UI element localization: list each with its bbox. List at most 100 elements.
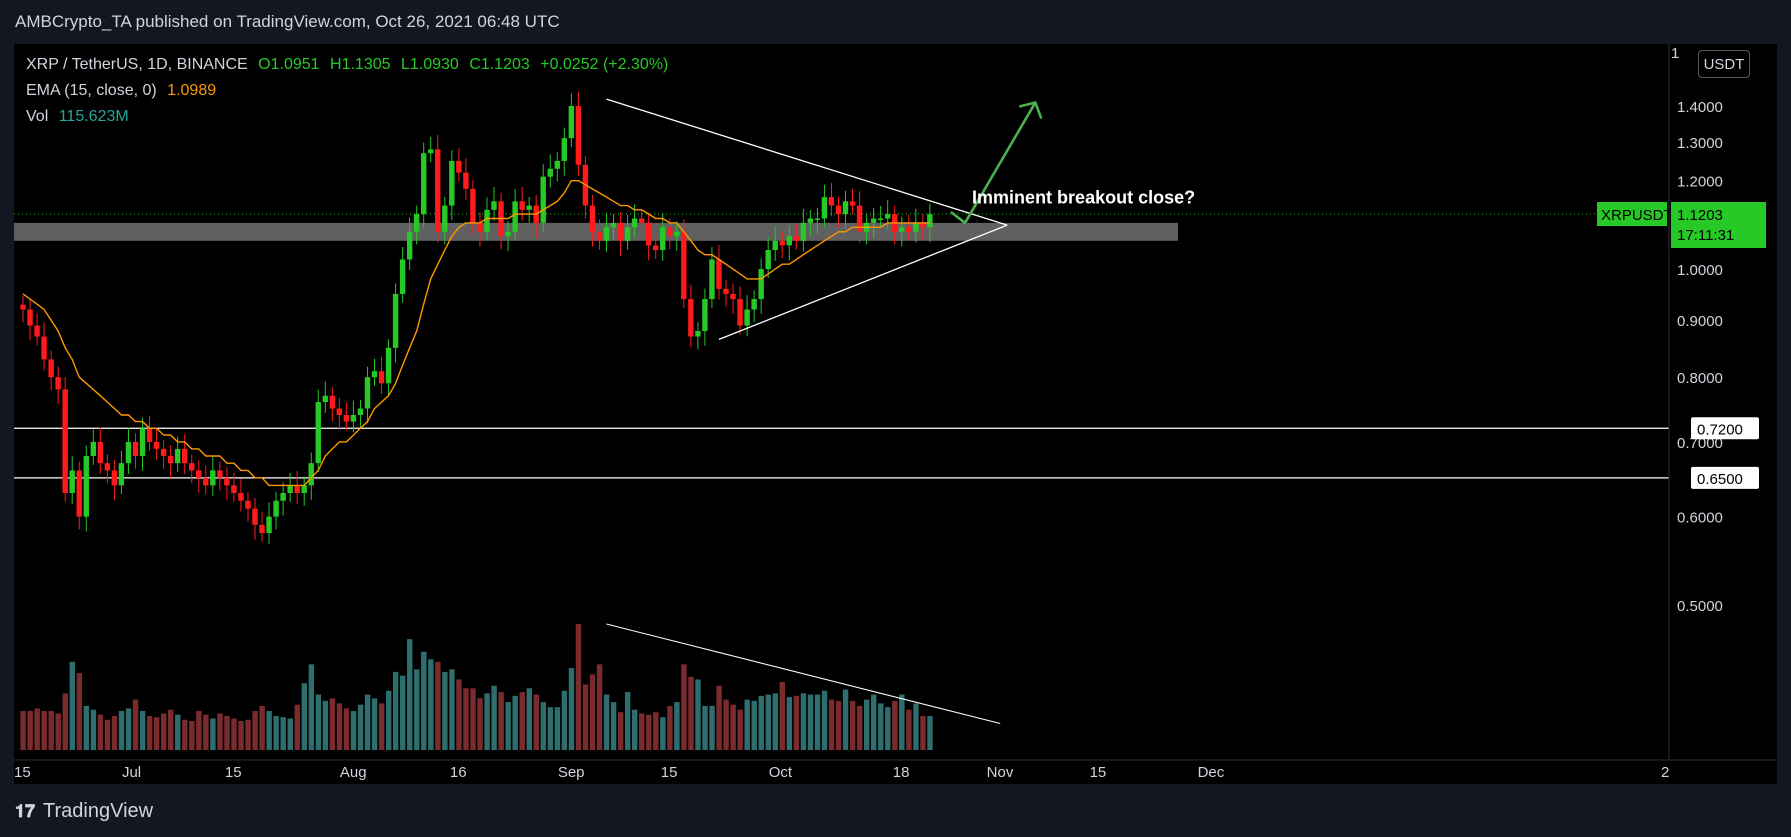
candle-body — [364, 377, 371, 409]
volume-bar — [554, 707, 561, 750]
candle-body — [681, 231, 687, 300]
candle-body — [695, 331, 701, 337]
volume-trendline[interactable] — [606, 623, 1001, 725]
volume-bar — [828, 699, 835, 750]
candle-body — [575, 106, 582, 165]
last-price-tag[interactable] — [1671, 202, 1766, 249]
candle-body — [336, 408, 343, 415]
symbol-tag-label: XRPUSDT — [1601, 207, 1673, 224]
volume-bar — [153, 717, 160, 750]
candle-body — [238, 492, 244, 501]
volume-bar — [231, 718, 237, 750]
ema-line[interactable] — [22, 180, 930, 487]
volume-bar — [196, 710, 202, 750]
candle-body — [41, 336, 47, 360]
breakout-arrow[interactable] — [950, 101, 1037, 225]
volume-bar — [48, 710, 54, 750]
currency-selector[interactable]: USDT — [1698, 50, 1750, 78]
annotation-text[interactable]: Imminent breakout close? — [972, 187, 1195, 207]
candle-body — [20, 304, 26, 310]
chart-frame[interactable]: Imminent breakout close? 0.5000 0.6000 0.70… — [14, 44, 1777, 784]
time-axis[interactable] — [14, 760, 1669, 784]
symbol-tag[interactable] — [1597, 202, 1667, 227]
candle-body — [371, 371, 378, 378]
volume-bar — [660, 717, 666, 750]
candle-body — [245, 500, 251, 509]
candle-body — [104, 463, 111, 471]
breakout-arrowhead[interactable] — [1019, 101, 1043, 120]
change-value: +0.0252 (+2.30%) — [540, 56, 669, 73]
candle-body — [737, 299, 743, 326]
triangle-trendline[interactable] — [718, 224, 1008, 340]
candle-body — [470, 188, 476, 223]
volume-bar — [582, 684, 589, 750]
candle-body — [730, 293, 736, 300]
x-tick-label-partial: 2 — [1661, 764, 1669, 781]
volume-bar — [456, 679, 462, 750]
volume-bar — [146, 715, 153, 750]
volume-bar — [596, 664, 603, 750]
candle-body — [83, 455, 89, 517]
volume-bar — [821, 690, 828, 750]
candle-body — [273, 500, 279, 517]
open-value: O1.0951 — [258, 56, 320, 73]
candle-body — [540, 176, 546, 223]
volume-bar — [856, 705, 863, 750]
candle-body — [617, 222, 624, 241]
volume-bar — [547, 707, 554, 750]
legend-volume-row[interactable]: Vol 115.623M — [26, 104, 674, 130]
level-price-tag[interactable] — [1691, 466, 1759, 489]
volume-bar — [913, 703, 919, 750]
volume-bar — [892, 700, 898, 750]
candle-body — [160, 448, 167, 456]
candle-body — [526, 205, 532, 210]
volume-bar — [315, 694, 322, 750]
candle-body — [435, 149, 441, 232]
level-price-tag[interactable] — [1691, 417, 1759, 440]
volume-bar — [674, 702, 680, 750]
candle-body — [835, 205, 842, 215]
candle-body — [927, 214, 933, 228]
candle-body — [779, 240, 785, 246]
level-price-label: 0.6500 — [1697, 471, 1743, 488]
candle-body — [196, 470, 202, 478]
candle-body — [146, 428, 153, 442]
y-tick-label: 1.2000 — [1677, 174, 1723, 191]
candle-body — [322, 395, 328, 403]
volume-bar — [449, 669, 455, 750]
volume-bar — [491, 685, 497, 750]
candle-body — [589, 205, 596, 232]
candle-body — [547, 168, 553, 177]
x-tick-label: Aug — [340, 764, 367, 781]
volume-bar — [161, 713, 167, 750]
candle-body — [442, 205, 448, 232]
volume-bar — [793, 695, 800, 750]
volume-bar — [428, 659, 434, 750]
legend-ema-row[interactable]: EMA (15, close, 0) 1.0989 — [26, 78, 674, 104]
price-chart[interactable]: Imminent breakout close?0.50000.60000.70… — [14, 44, 1777, 784]
volume-bar — [27, 710, 33, 750]
high-value: H1.1305 — [330, 56, 391, 73]
top-bar: AMBCrypto_TA published on TradingView.co… — [0, 0, 1791, 44]
volume-bar — [41, 710, 47, 750]
x-tick-label: 15 — [1090, 764, 1107, 781]
volume-bar — [175, 714, 181, 750]
candle-body — [449, 160, 455, 206]
triangle-trendline[interactable] — [606, 98, 1008, 226]
volume-bar — [617, 712, 624, 750]
volume-bar — [308, 664, 315, 750]
candle-body — [139, 428, 146, 456]
symbol-label[interactable]: XRP / TetherUS, 1D, BINANCE — [26, 56, 248, 73]
candle-body — [252, 508, 258, 525]
candle-body — [301, 485, 307, 493]
price-axis[interactable] — [1669, 44, 1777, 760]
candle-body — [259, 524, 265, 534]
volume-bar — [878, 703, 884, 750]
volume-bar — [681, 664, 687, 750]
publisher-info: AMBCrypto_TA published on TradingView.co… — [15, 12, 560, 31]
candle-body — [793, 236, 799, 241]
candle-body — [266, 516, 272, 534]
tradingview-brand[interactable]: 𝟏𝟕 TradingView — [15, 800, 153, 823]
volume-bar — [238, 721, 244, 750]
ema-value: 1.0989 — [167, 82, 217, 99]
